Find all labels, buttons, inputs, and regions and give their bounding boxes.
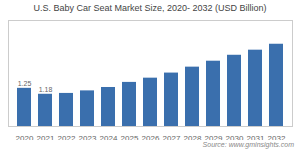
html-text:Source: www.gminsights.com: Source: www.gminsights.com — [202, 141, 294, 148]
svg-text:2022: 2022 — [58, 134, 76, 140]
svg-text:2031: 2031 — [247, 134, 265, 140]
svg-text:2027: 2027 — [163, 134, 181, 140]
svg-text:2032: 2032 — [268, 134, 286, 140]
svg-text:1.18: 1.18 — [39, 86, 53, 93]
html-text:U.S. Baby Car Seat Market Size: U.S. Baby Car Seat Market Size, 2020- 20… — [33, 3, 267, 13]
svg-text:2021: 2021 — [37, 134, 55, 140]
svg-text:2029: 2029 — [205, 134, 223, 140]
svg-text:2024: 2024 — [100, 134, 118, 140]
svg-text:2025: 2025 — [121, 134, 139, 140]
svg-text:2030: 2030 — [226, 134, 244, 140]
svg-text:2026: 2026 — [142, 134, 160, 140]
svg-text:2023: 2023 — [79, 134, 97, 140]
svg-text:1.25: 1.25 — [18, 80, 32, 87]
svg-text:2020: 2020 — [16, 134, 34, 140]
svg-text:2028: 2028 — [184, 134, 202, 140]
